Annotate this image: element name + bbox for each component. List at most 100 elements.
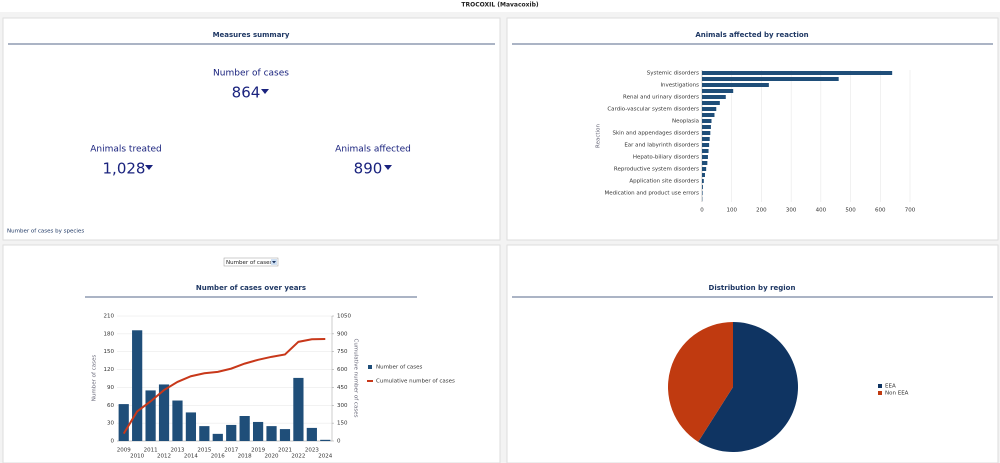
dropdown-arrow <box>272 261 276 264</box>
legend-swatch <box>368 365 372 369</box>
x-tick-label: 300 <box>786 208 797 214</box>
pie-slice <box>668 322 733 442</box>
x-tick-label: 2009 <box>117 448 131 454</box>
y2-tick-label: 900 <box>337 331 348 337</box>
kpi-value: 864 <box>232 84 261 102</box>
legend-swatch <box>878 391 882 395</box>
x-tick-label: 700 <box>905 208 916 214</box>
bar <box>226 424 237 441</box>
y-tick-label: Medication and product use errors <box>605 191 700 197</box>
bar <box>702 137 710 141</box>
trend-icon <box>261 89 269 94</box>
kpi-label: Animals treated <box>90 145 162 155</box>
bar <box>702 113 715 117</box>
y-tick-label: Application site disorders <box>629 179 699 185</box>
panel-title: Measures summary <box>213 31 290 39</box>
y-tick-label: Investigations <box>660 83 699 89</box>
y-tick-label: 60 <box>107 403 114 409</box>
y2-tick-label: 300 <box>337 403 348 409</box>
bar <box>702 101 720 105</box>
x-tick-label: 2012 <box>157 454 171 460</box>
bar <box>306 427 317 441</box>
species-link[interactable]: Number of cases by species <box>7 229 84 235</box>
x-tick-label: 100 <box>726 208 737 214</box>
kpi-label: Number of cases <box>213 69 289 79</box>
kpi-label: Animals affected <box>335 145 411 155</box>
y-tick-label: Systemic disorders <box>647 71 699 77</box>
bar <box>239 416 250 441</box>
x-tick-label: 2013 <box>170 448 184 454</box>
panel <box>506 17 999 241</box>
header-bar <box>0 0 1000 12</box>
bar <box>702 119 712 123</box>
bar <box>702 185 703 189</box>
pie-slice <box>698 322 799 452</box>
legend-label: Cumulative number of cases <box>376 379 455 385</box>
bar <box>702 125 711 129</box>
y2-tick-label: 450 <box>337 385 348 391</box>
bar <box>185 412 197 441</box>
chart-title: Number of cases over years <box>196 284 306 292</box>
bar <box>293 377 304 441</box>
chart-title: Distribution by region <box>709 284 796 292</box>
bar <box>702 149 709 153</box>
kpi-value: 890 <box>354 160 383 178</box>
trend-icon <box>384 165 392 170</box>
y2-axis-label: Cumulative number of cases <box>353 339 359 418</box>
y-tick-label: Skin and appendages disorders <box>612 131 699 137</box>
y-tick-label: 180 <box>104 331 115 337</box>
x-tick-label: 200 <box>756 208 767 214</box>
bar <box>702 191 703 195</box>
x-tick-label: 2010 <box>130 454 144 460</box>
bar <box>172 400 183 441</box>
y-tick-label: Reproductive system disorders <box>614 167 699 173</box>
bar <box>702 71 893 75</box>
legend-swatch <box>878 384 882 388</box>
y-tick-label: 210 <box>104 314 115 320</box>
bar <box>145 390 156 441</box>
x-tick-label: 2022 <box>291 454 305 460</box>
y2-tick-label: 1050 <box>337 314 351 320</box>
x-tick-label: 2011 <box>144 448 158 454</box>
x-tick-label: 2014 <box>184 454 198 460</box>
bar <box>118 404 129 441</box>
line <box>122 337 326 435</box>
kpi-value: 1,028 <box>103 160 146 178</box>
page-title: TROCOXIL (Mavacoxib) <box>461 2 538 9</box>
y-tick-label: 30 <box>107 421 114 427</box>
bar <box>199 426 210 441</box>
x-tick-label: 2017 <box>224 448 238 454</box>
bar <box>702 179 704 183</box>
bar <box>320 439 331 441</box>
y-tick-label: Renal and urinary disorders <box>623 95 699 101</box>
x-tick-label: 0 <box>700 208 704 214</box>
bar <box>702 155 708 159</box>
bar <box>702 167 707 171</box>
bar <box>702 161 708 165</box>
bar <box>702 89 734 93</box>
x-tick-label: 2023 <box>305 448 319 454</box>
y2-tick-label: 750 <box>337 349 348 355</box>
dropdown[interactable] <box>223 257 279 267</box>
bar <box>702 173 705 177</box>
y-tick-label: 0 <box>111 439 115 445</box>
bar <box>702 83 769 87</box>
x-tick-label: 2019 <box>251 448 265 454</box>
bar <box>132 330 143 441</box>
x-tick-label: 2020 <box>265 454 279 460</box>
y2-tick-label: 150 <box>337 421 348 427</box>
y2-tick-label: 600 <box>337 367 348 373</box>
dropdown-value[interactable]: Number of cases <box>226 260 273 266</box>
y-tick-label: Cardio-vascular system disorders <box>607 107 699 113</box>
bar <box>702 131 711 135</box>
legend-label: Non EEA <box>885 391 909 397</box>
y-tick-label: 120 <box>104 367 115 373</box>
x-tick-label: 2016 <box>211 454 225 460</box>
bar <box>702 107 717 111</box>
x-tick-label: 2021 <box>278 448 292 454</box>
x-tick-label: 400 <box>816 208 827 214</box>
y-axis-label: Number of cases <box>92 355 98 402</box>
bar <box>702 95 726 99</box>
y-tick-label: Neoplasia <box>672 119 699 125</box>
